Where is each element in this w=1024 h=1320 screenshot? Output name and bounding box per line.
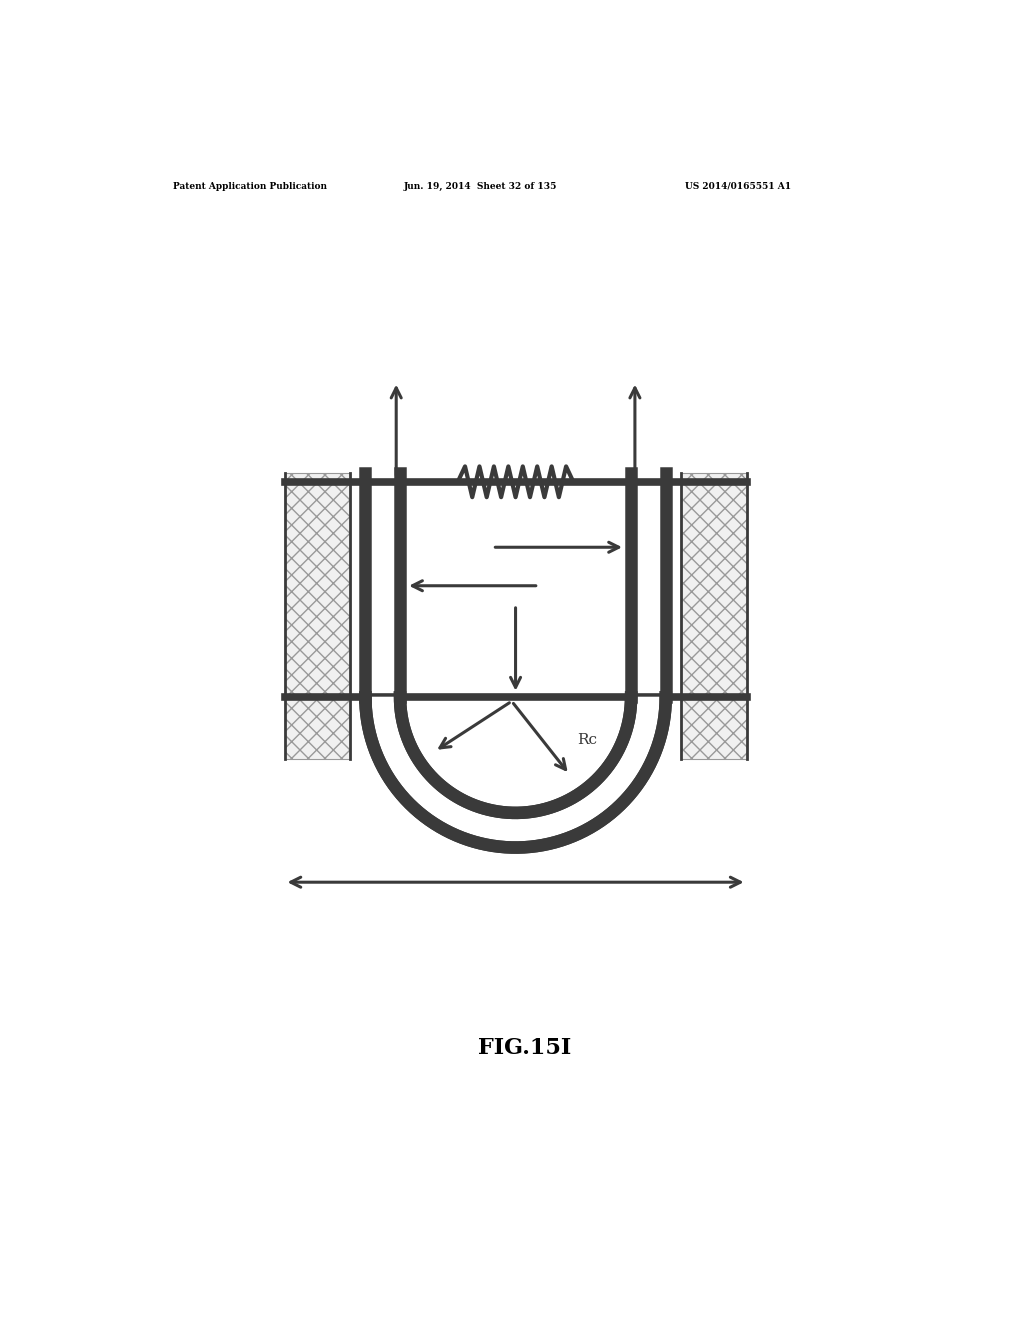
- Text: Jun. 19, 2014  Sheet 32 of 135: Jun. 19, 2014 Sheet 32 of 135: [403, 182, 557, 190]
- Bar: [681, 473, 746, 759]
- Text: FIG.15I: FIG.15I: [478, 1036, 571, 1059]
- Bar: [285, 473, 350, 759]
- Text: US 2014/0165551 A1: US 2014/0165551 A1: [685, 182, 792, 190]
- Polygon shape: [366, 697, 666, 847]
- Text: Patent Application Publication: Patent Application Publication: [173, 182, 327, 190]
- Text: Rc: Rc: [578, 733, 597, 747]
